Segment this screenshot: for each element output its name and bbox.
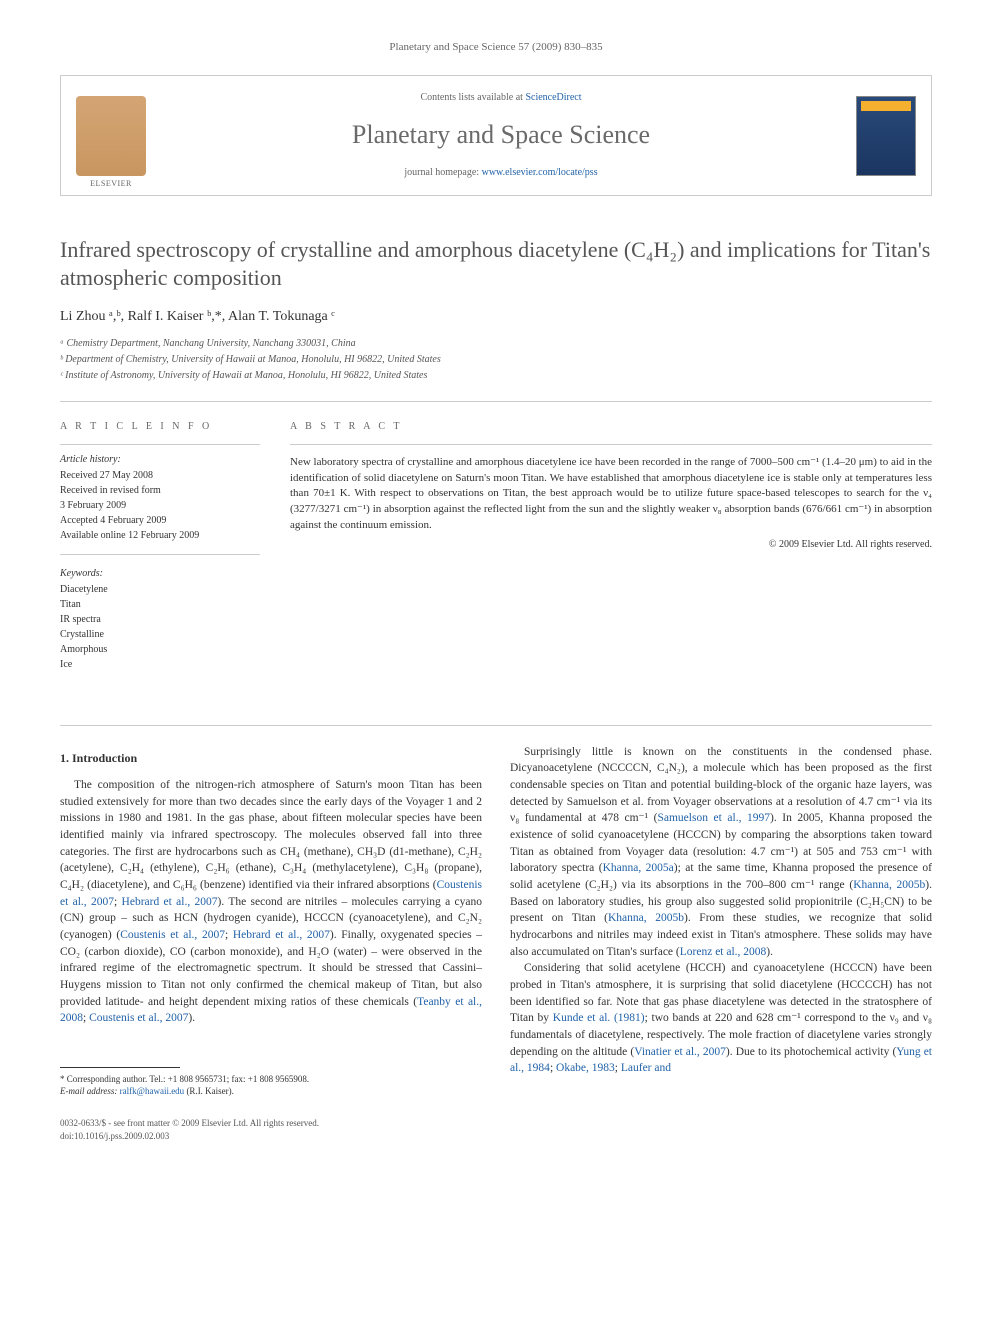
journal-name: Planetary and Space Science bbox=[171, 117, 831, 153]
citation-link[interactable]: Hebrard et al., 2007 bbox=[122, 896, 218, 908]
elsevier-tree-icon bbox=[76, 96, 146, 176]
body-text-columns: 1. Introduction The composition of the n… bbox=[60, 744, 932, 1098]
running-header: Planetary and Space Science 57 (2009) 83… bbox=[60, 40, 932, 55]
keywords-heading: Keywords: bbox=[60, 567, 260, 581]
citation-link[interactable]: Kunde et al. (1981) bbox=[553, 1012, 645, 1024]
article-info-heading: A R T I C L E I N F O bbox=[60, 420, 260, 434]
body-paragraph: Considering that solid acetylene (HCCH) … bbox=[510, 960, 932, 1077]
affiliation-b: ᵇ Department of Chemistry, University of… bbox=[60, 353, 932, 367]
citation-link[interactable]: Vinatier et al., 2007 bbox=[634, 1046, 726, 1058]
authors-line: Li Zhou ᵃ,ᵇ, Ralf I. Kaiser ᵇ,*, Alan T.… bbox=[60, 307, 932, 327]
abstract-heading: A B S T R A C T bbox=[290, 420, 932, 434]
citation-link[interactable]: Coustenis et al., 2007 bbox=[120, 929, 225, 941]
citation-link[interactable]: Khanna, 2005b bbox=[608, 912, 684, 924]
keyword-line: Amorphous bbox=[60, 643, 260, 657]
contents-prefix: Contents lists available at bbox=[420, 92, 525, 103]
abstract-text: New laboratory spectra of crystalline an… bbox=[290, 455, 932, 535]
corresponding-author-footnote: * Corresponding author. Tel.: +1 808 956… bbox=[60, 1074, 482, 1086]
affiliation-c: ᶜ Institute of Astronomy, University of … bbox=[60, 369, 932, 383]
history-line: Accepted 4 February 2009 bbox=[60, 514, 260, 528]
history-line: Received in revised form bbox=[60, 484, 260, 498]
citation-link[interactable]: Okabe, 1983 bbox=[556, 1062, 615, 1074]
journal-cover-thumb-wrap bbox=[841, 76, 931, 194]
abstract-copyright: © 2009 Elsevier Ltd. All rights reserved… bbox=[290, 538, 932, 552]
journal-header-box: Contents lists available at ScienceDirec… bbox=[60, 75, 932, 195]
journal-homepage-link[interactable]: www.elsevier.com/locate/pss bbox=[482, 167, 598, 178]
citation-link[interactable]: Hebrard et al., 2007 bbox=[233, 929, 330, 941]
citation-link[interactable]: Khanna, 2005a bbox=[603, 862, 674, 874]
section-heading-intro: 1. Introduction bbox=[60, 750, 482, 767]
citation-link[interactable]: Samuelson et al., 1997 bbox=[657, 812, 770, 824]
journal-cover-thumb bbox=[856, 96, 916, 176]
keyword-line: IR spectra bbox=[60, 613, 260, 627]
email-label: E-mail address: bbox=[60, 1086, 120, 1096]
elsevier-logo bbox=[61, 76, 161, 194]
article-history-heading: Article history: bbox=[60, 453, 260, 467]
keyword-line: Crystalline bbox=[60, 628, 260, 642]
journal-homepage-line: journal homepage: www.elsevier.com/locat… bbox=[171, 166, 831, 180]
divider bbox=[60, 725, 932, 726]
contents-available-line: Contents lists available at ScienceDirec… bbox=[171, 91, 831, 105]
citation-link[interactable]: Coustenis et al., 2007 bbox=[89, 1012, 188, 1024]
divider bbox=[290, 444, 932, 445]
sciencedirect-link[interactable]: ScienceDirect bbox=[525, 92, 581, 103]
page-footer: 0032-0633/$ - see front matter © 2009 El… bbox=[60, 1117, 932, 1142]
body-paragraph: The composition of the nitrogen-rich atm… bbox=[60, 777, 482, 1027]
history-line: 3 February 2009 bbox=[60, 499, 260, 513]
email-link[interactable]: ralfk@hawaii.edu bbox=[120, 1086, 185, 1096]
email-footnote: E-mail address: ralfk@hawaii.edu (R.I. K… bbox=[60, 1086, 482, 1098]
history-line: Received 27 May 2008 bbox=[60, 469, 260, 483]
front-matter-line: 0032-0633/$ - see front matter © 2009 El… bbox=[60, 1117, 319, 1130]
article-info-column: A R T I C L E I N F O Article history: R… bbox=[60, 420, 260, 695]
article-title: Infrared spectroscopy of crystalline and… bbox=[60, 236, 932, 293]
footnote-separator bbox=[60, 1067, 180, 1068]
citation-link[interactable]: Lorenz et al., 2008 bbox=[680, 946, 767, 958]
doi-line: doi:10.1016/j.pss.2009.02.003 bbox=[60, 1130, 319, 1143]
keyword-line: Titan bbox=[60, 598, 260, 612]
abstract-column: A B S T R A C T New laboratory spectra o… bbox=[290, 420, 932, 695]
keyword-line: Ice bbox=[60, 658, 260, 672]
affiliation-a: ᵃ Chemistry Department, Nanchang Univers… bbox=[60, 337, 932, 351]
keyword-line: Diacetylene bbox=[60, 583, 260, 597]
divider bbox=[60, 401, 932, 402]
history-line: Available online 12 February 2009 bbox=[60, 529, 260, 543]
homepage-prefix: journal homepage: bbox=[404, 167, 481, 178]
body-paragraph: Surprisingly little is known on the cons… bbox=[510, 744, 932, 961]
citation-link[interactable]: Laufer and bbox=[621, 1062, 671, 1074]
email-suffix: (R.I. Kaiser). bbox=[184, 1086, 234, 1096]
citation-link[interactable]: Khanna, 2005b bbox=[853, 879, 925, 891]
